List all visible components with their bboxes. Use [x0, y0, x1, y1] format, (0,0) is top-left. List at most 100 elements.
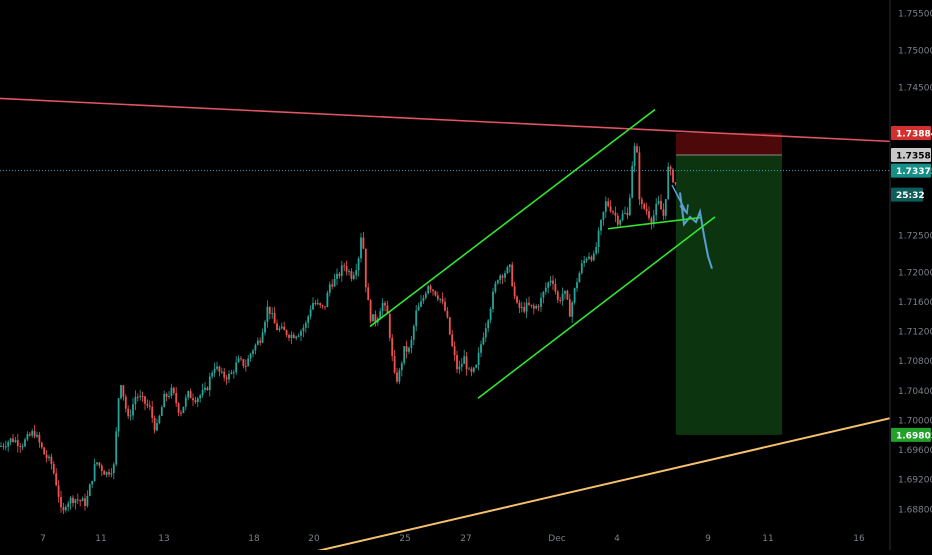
channel-upper-line[interactable] [369, 108, 656, 328]
take-profit-badge: 1.69805 [891, 427, 932, 442]
y-tick-label: 1.75000 [898, 46, 932, 56]
x-tick-label: 16 [853, 534, 865, 544]
candle-body [40, 442, 43, 448]
candle-body [132, 404, 134, 416]
candle-body [492, 291, 494, 309]
candle-body [249, 353, 252, 359]
candle-body [508, 264, 511, 267]
candle-body [62, 507, 65, 511]
candle-body [398, 370, 401, 382]
candle-body [338, 273, 341, 276]
candle-body [564, 290, 566, 294]
candle-body [542, 291, 545, 298]
candle-body [48, 456, 50, 459]
candle-body [451, 334, 454, 347]
candle-body [242, 359, 245, 367]
candle-body [172, 387, 175, 393]
x-tick-label: 11 [762, 534, 773, 544]
candle-body [604, 201, 607, 212]
candle-body [302, 327, 305, 332]
wedge-line[interactable] [607, 216, 701, 230]
candle-body [552, 280, 554, 284]
candle-body [501, 275, 504, 278]
candle-body [540, 297, 542, 307]
candle-body [333, 278, 336, 287]
channel-lower-line[interactable] [477, 216, 716, 399]
candle-body [537, 306, 540, 308]
candle-body [182, 406, 185, 413]
candle-body [453, 346, 456, 356]
candle-body [417, 306, 420, 311]
candle-body [350, 271, 353, 279]
candle-body [204, 387, 206, 390]
candle-body [384, 302, 386, 306]
candle-body [448, 317, 451, 335]
candle-body [372, 314, 374, 322]
price-badges: 1.73884 1.73586 1.73375 25:32 1.69805 [891, 125, 932, 442]
candle-body [88, 484, 91, 497]
candle-body [220, 371, 223, 373]
candle-body [285, 330, 288, 336]
candle-body [657, 200, 660, 204]
resistance-line[interactable] [0, 97, 891, 143]
candle-body [64, 506, 67, 511]
candles [0, 142, 677, 514]
support-line[interactable] [295, 417, 891, 555]
candle-body [187, 391, 190, 398]
candle-body [148, 405, 151, 407]
candle-body [532, 305, 535, 309]
candle-body [571, 302, 574, 317]
candle-body [208, 376, 211, 390]
candle-body [43, 447, 46, 455]
candle-body [316, 303, 319, 305]
candle-body [309, 309, 312, 317]
candle-body [300, 331, 302, 336]
candle-body [74, 499, 77, 504]
countdown-badge: 25:32 [891, 187, 925, 202]
candle-body [213, 368, 216, 373]
candle-body [201, 389, 204, 396]
y-tick-label: 1.70000 [898, 416, 932, 426]
candle-body [592, 253, 595, 261]
candle-body [324, 306, 326, 308]
candle-body [352, 275, 355, 279]
candle-body [252, 350, 254, 354]
candle-body [52, 464, 55, 474]
candle-body [211, 372, 214, 377]
candle-body [170, 387, 173, 396]
candle-body [24, 439, 26, 447]
projection-arrow [671, 184, 687, 213]
candle-body [535, 306, 538, 309]
candle-body [602, 211, 605, 220]
candle-body [424, 293, 427, 298]
candle-body [271, 312, 274, 314]
candle-body [331, 284, 334, 287]
current-price-label: 1.73375 [896, 167, 932, 177]
candle-body [0, 445, 2, 447]
candle-body [506, 266, 509, 274]
candle-body [465, 356, 468, 370]
candle-body [326, 292, 329, 308]
candle-body [19, 445, 22, 447]
candle-body [110, 473, 113, 475]
trendlines[interactable] [0, 97, 891, 555]
candle-body [158, 415, 161, 424]
candle-body [364, 248, 367, 288]
current-price-badge: 1.73375 [891, 163, 932, 178]
candle-body [468, 368, 470, 370]
candle-body [9, 438, 12, 443]
candle-body [189, 391, 192, 399]
candle-body [554, 283, 557, 292]
candle-body [232, 372, 235, 374]
y-axis[interactable]: 1.75500 1.75000 1.74500 1.72500 1.72000 1.716… [898, 9, 932, 515]
candle-body [470, 368, 473, 372]
candle-body [631, 165, 634, 198]
candle-body [504, 273, 506, 278]
candle-body [496, 280, 499, 284]
x-axis[interactable]: 7 11 13 18 20 25 27 Dec 4 9 11 16 [40, 534, 865, 544]
candle-body [643, 204, 646, 209]
candle-body [396, 372, 398, 382]
trade-zones [676, 132, 782, 435]
